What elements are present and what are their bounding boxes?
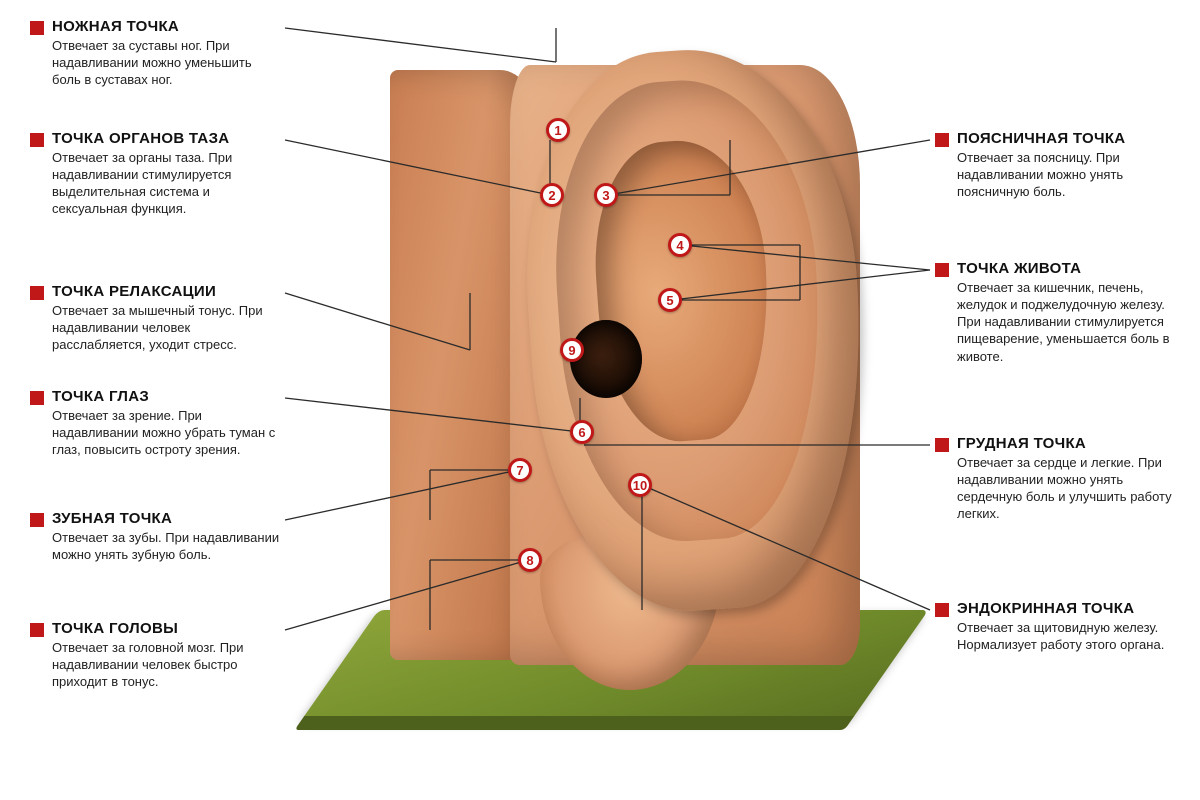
entry-e2: ТОЧКА ОРГАНОВ ТАЗА Отвечает за органы таз… — [30, 130, 280, 218]
entry-title: ТОЧКА ГЛАЗ — [52, 388, 280, 405]
entry-title: ГРУДНАЯ ТОЧКА — [957, 435, 1185, 452]
bullet-icon — [935, 438, 949, 452]
entry-title: ТОЧКА ГОЛОВЫ — [52, 620, 280, 637]
marker-9: 9 — [560, 338, 584, 362]
ear-reflexology-diagram: 1 2 3 4 5 9 6 7 10 8 НОЖНАЯ ТОЧКА Отвечает за суста… — [0, 0, 1200, 800]
bullet-icon — [30, 133, 44, 147]
marker-5: 5 — [658, 288, 682, 312]
bullet-icon — [935, 133, 949, 147]
entry-e8: ТОЧКА ГОЛОВЫ Отвечает за головной мозг. П… — [30, 620, 280, 690]
marker-2: 2 — [540, 183, 564, 207]
bullet-icon — [30, 391, 44, 405]
bullet-icon — [935, 603, 949, 617]
marker-7: 7 — [508, 458, 532, 482]
marker-6: 6 — [570, 420, 594, 444]
entry-e_chest: ГРУДНАЯ ТОЧКА Отвечает за сердце и легкие… — [935, 435, 1185, 523]
entry-desc: Отвечает за суставы ног. При надавливани… — [52, 37, 280, 88]
marker-4: 4 — [668, 233, 692, 257]
entry-e9: ТОЧКА РЕЛАКСАЦИИ Отвечает за мышечный тон… — [30, 283, 280, 353]
entry-desc: Отвечает за кишечник, печень, желудок и … — [957, 279, 1185, 365]
entry-title: ЭНДОКРИННАЯ ТОЧКА — [957, 600, 1185, 617]
entry-e45: ТОЧКА ЖИВОТА Отвечает за кишечник, печень… — [935, 260, 1185, 365]
entry-title: ТОЧКА ОРГАНОВ ТАЗА — [52, 130, 280, 147]
marker-1: 1 — [546, 118, 570, 142]
ear-canal — [570, 320, 642, 398]
entry-desc: Отвечает за поясницу. При надавливании м… — [957, 149, 1185, 200]
entry-desc: Отвечает за щитовидную железу. Нормализу… — [957, 619, 1185, 653]
entry-desc: Отвечает за зубы. При надавливании можно… — [52, 529, 280, 563]
bullet-icon — [30, 286, 44, 300]
entry-title: ТОЧКА РЕЛАКСАЦИИ — [52, 283, 280, 300]
entry-desc: Отвечает за головной мозг. При надавлива… — [52, 639, 280, 690]
marker-3: 3 — [594, 183, 618, 207]
bullet-icon — [30, 513, 44, 527]
entry-title: ПОЯСНИЧНАЯ ТОЧКА — [957, 130, 1185, 147]
entry-e10: ЭНДОКРИННАЯ ТОЧКА Отвечает за щитовидную … — [935, 600, 1185, 653]
entry-e6: ТОЧКА ГЛАЗ Отвечает за зрение. При надавл… — [30, 388, 280, 458]
bullet-icon — [30, 21, 44, 35]
ear-model — [380, 40, 880, 720]
entry-e7: ЗУБНАЯ ТОЧКА Отвечает за зубы. При надавл… — [30, 510, 280, 563]
entry-e1: НОЖНАЯ ТОЧКА Отвечает за суставы ног. При… — [30, 18, 280, 88]
entry-title: НОЖНАЯ ТОЧКА — [52, 18, 280, 35]
bullet-icon — [935, 263, 949, 277]
marker-10: 10 — [628, 473, 652, 497]
entry-title: ТОЧКА ЖИВОТА — [957, 260, 1185, 277]
entry-e3: ПОЯСНИЧНАЯ ТОЧКА Отвечает за поясницу. Пр… — [935, 130, 1185, 200]
entry-desc: Отвечает за мышечный тонус. При надавлив… — [52, 302, 280, 353]
entry-title: ЗУБНАЯ ТОЧКА — [52, 510, 280, 527]
entry-desc: Отвечает за органы таза. При надавливани… — [52, 149, 280, 218]
marker-8: 8 — [518, 548, 542, 572]
bullet-icon — [30, 623, 44, 637]
entry-desc: Отвечает за зрение. При надавливании мож… — [52, 407, 280, 458]
entry-desc: Отвечает за сердце и легкие. При надавли… — [957, 454, 1185, 523]
